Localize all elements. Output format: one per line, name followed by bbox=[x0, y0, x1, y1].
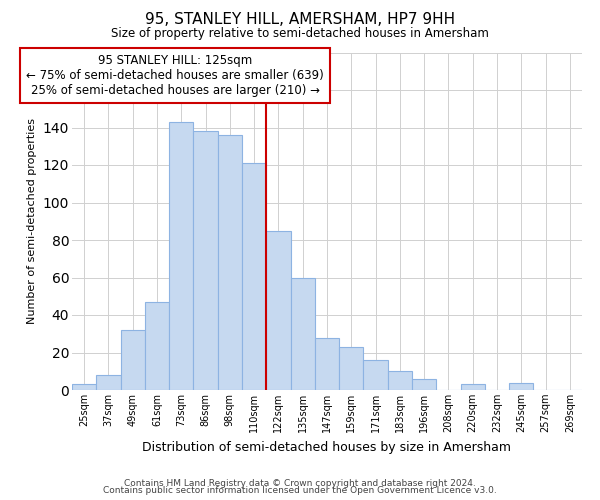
Text: 95 STANLEY HILL: 125sqm
← 75% of semi-detached houses are smaller (639)
25% of s: 95 STANLEY HILL: 125sqm ← 75% of semi-de… bbox=[26, 54, 324, 98]
Bar bbox=[461, 384, 485, 390]
Bar bbox=[169, 122, 193, 390]
Bar bbox=[388, 371, 412, 390]
Bar bbox=[509, 382, 533, 390]
Bar bbox=[412, 379, 436, 390]
Bar bbox=[218, 135, 242, 390]
Text: Size of property relative to semi-detached houses in Amersham: Size of property relative to semi-detach… bbox=[111, 28, 489, 40]
Bar bbox=[96, 375, 121, 390]
Bar bbox=[242, 163, 266, 390]
Y-axis label: Number of semi-detached properties: Number of semi-detached properties bbox=[27, 118, 37, 324]
Text: Contains public sector information licensed under the Open Government Licence v3: Contains public sector information licen… bbox=[103, 486, 497, 495]
Bar bbox=[145, 302, 169, 390]
Bar bbox=[121, 330, 145, 390]
Bar bbox=[339, 347, 364, 390]
Bar bbox=[315, 338, 339, 390]
Bar bbox=[193, 131, 218, 390]
Bar bbox=[266, 230, 290, 390]
Text: Contains HM Land Registry data © Crown copyright and database right 2024.: Contains HM Land Registry data © Crown c… bbox=[124, 478, 476, 488]
Bar bbox=[72, 384, 96, 390]
Bar bbox=[290, 278, 315, 390]
Text: 95, STANLEY HILL, AMERSHAM, HP7 9HH: 95, STANLEY HILL, AMERSHAM, HP7 9HH bbox=[145, 12, 455, 28]
X-axis label: Distribution of semi-detached houses by size in Amersham: Distribution of semi-detached houses by … bbox=[143, 440, 511, 454]
Bar bbox=[364, 360, 388, 390]
